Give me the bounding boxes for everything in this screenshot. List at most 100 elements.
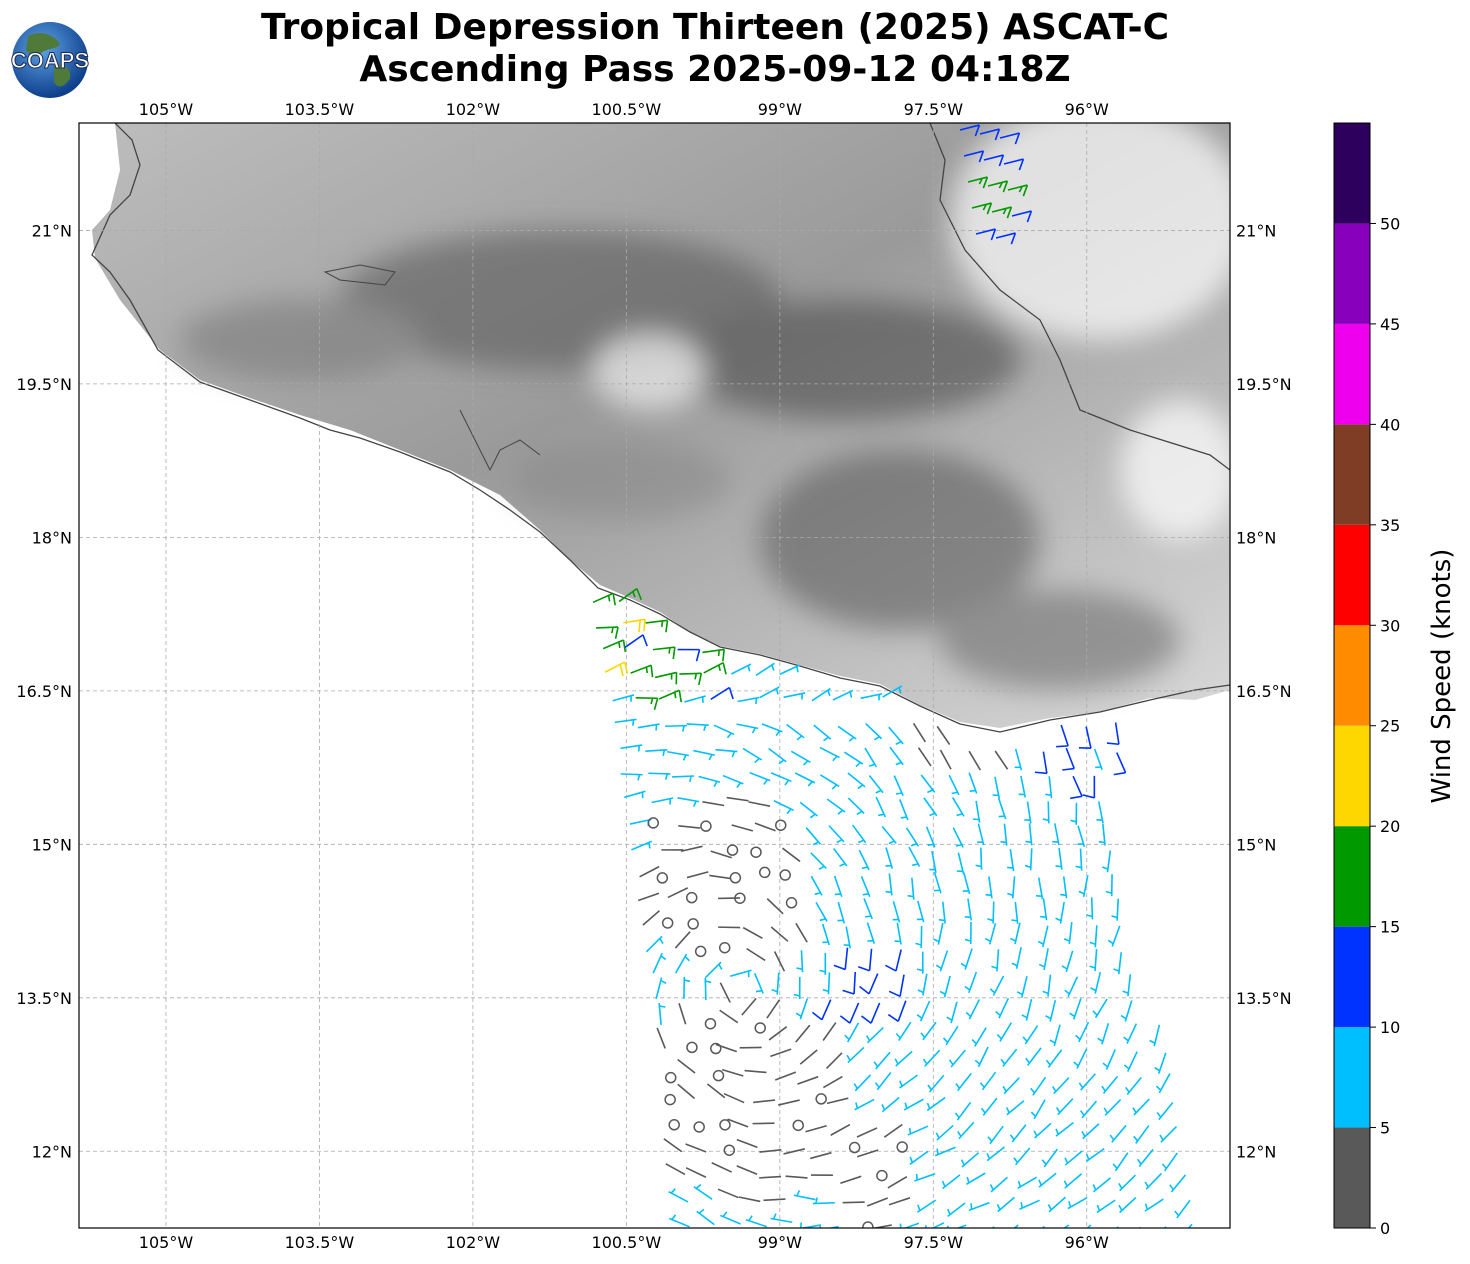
wind-barb — [723, 1092, 745, 1104]
wind-barb — [656, 1027, 666, 1049]
wind-barb — [702, 648, 725, 662]
wind-barb — [894, 922, 902, 945]
wind-barb — [916, 1000, 931, 1022]
wind-barb — [899, 799, 909, 821]
lon-tick-label-bottom: 100.5°W — [592, 1233, 662, 1252]
lat-tick-label-left: 16.5°N — [16, 682, 72, 701]
wind-barb — [853, 1074, 872, 1092]
wind-barb — [1030, 1076, 1047, 1096]
wind-barb — [976, 823, 985, 846]
lon-tick-label-bottom: 102°W — [446, 1233, 501, 1252]
wind-barb — [857, 948, 873, 972]
wind-barb — [614, 718, 637, 726]
wind-barb — [1063, 1173, 1083, 1189]
wind-barb — [865, 722, 883, 741]
wind-barb — [959, 124, 981, 137]
wind-barb — [1055, 1098, 1074, 1116]
wind-barb — [885, 847, 894, 869]
calm-wind-marker — [876, 1169, 888, 1182]
wind-barb — [935, 1124, 954, 1141]
wind-barb — [741, 997, 757, 1016]
colorbar-bin — [1334, 826, 1370, 927]
wind-barb — [1011, 210, 1033, 223]
lon-tick-label-top: 103.5°W — [285, 100, 355, 119]
calm-wind-marker — [693, 1121, 705, 1133]
wind-barb — [1000, 1048, 1018, 1067]
wind-barb — [679, 672, 703, 686]
wind-barb — [842, 1201, 865, 1204]
wind-barb — [875, 796, 887, 818]
wind-barb — [946, 1202, 966, 1218]
wind-barb — [1013, 1147, 1031, 1166]
wind-barb — [677, 1083, 696, 1100]
calm-wind-marker — [775, 819, 787, 831]
wind-barb — [859, 973, 879, 995]
wind-barb — [964, 971, 978, 994]
wind-barb — [810, 875, 823, 896]
wind-barb — [938, 901, 946, 924]
wind-barb — [905, 827, 920, 847]
wind-barb — [755, 662, 775, 676]
lat-tick-label-right: 13.5°N — [1236, 989, 1292, 1008]
wind-barb — [796, 950, 804, 973]
wind-barb — [596, 626, 619, 639]
wind-barb — [1009, 1124, 1027, 1143]
wind-barb — [839, 1002, 860, 1024]
wind-barb — [770, 926, 789, 942]
highland-shading — [180, 230, 1180, 690]
wind-barb — [996, 1196, 1015, 1213]
wind-barb — [960, 1152, 980, 1168]
wind-barb — [766, 898, 784, 915]
wind-barb — [685, 1143, 707, 1153]
wind-barb — [793, 977, 801, 1000]
wind-barb — [773, 800, 795, 815]
wind-barb — [612, 694, 635, 702]
wind-barb — [604, 661, 629, 677]
wind-barb — [920, 774, 936, 794]
wind-barb — [1017, 1176, 1038, 1190]
wind-barb — [753, 972, 764, 994]
lat-tick-label-right: 21°N — [1236, 221, 1276, 240]
wind-barb — [847, 772, 866, 790]
wind-barb — [1136, 1148, 1154, 1167]
wind-barb — [639, 865, 660, 878]
wind-barb — [637, 892, 660, 902]
wind-barb — [962, 872, 971, 895]
wind-barb — [736, 723, 759, 734]
wind-barb — [620, 744, 643, 752]
calm-wind-marker — [700, 820, 712, 832]
wind-barb — [811, 999, 832, 1021]
wind-barb — [624, 634, 648, 649]
wind-barb — [1070, 802, 1078, 825]
wind-barb — [979, 1071, 997, 1091]
wind-barb — [819, 746, 840, 762]
wind-barb — [746, 947, 766, 962]
wind-barb — [871, 1224, 892, 1228]
colorbar-tick-label: 10 — [1380, 1018, 1400, 1037]
wind-barb — [934, 1146, 956, 1157]
wind-barb — [648, 772, 671, 780]
wind-barb — [783, 1148, 806, 1155]
wind-barbs — [592, 124, 1193, 1228]
wind-barb — [927, 1074, 945, 1093]
wind-barb — [759, 1175, 782, 1179]
wind-barb — [1113, 952, 1123, 975]
wind-barb — [1089, 925, 1098, 948]
wind-barb — [941, 1174, 961, 1190]
wind-barb — [837, 901, 846, 924]
wind-barb — [761, 723, 783, 737]
wind-barb — [989, 975, 1005, 996]
wind-barb — [1049, 1024, 1061, 1047]
calm-wind-marker — [896, 1141, 908, 1153]
wind-barb — [1122, 974, 1132, 997]
wind-barb — [1096, 801, 1104, 824]
wind-barb — [1103, 1098, 1122, 1116]
wind-barb — [942, 1025, 959, 1046]
wind-barb — [706, 1083, 726, 1099]
wind-barb — [686, 723, 709, 731]
wind-barb — [1132, 1098, 1150, 1116]
wind-barb — [1169, 1174, 1187, 1193]
map-plot-area — [79, 123, 1230, 1228]
wind-barb — [683, 976, 691, 999]
wind-barb — [1102, 1049, 1116, 1070]
